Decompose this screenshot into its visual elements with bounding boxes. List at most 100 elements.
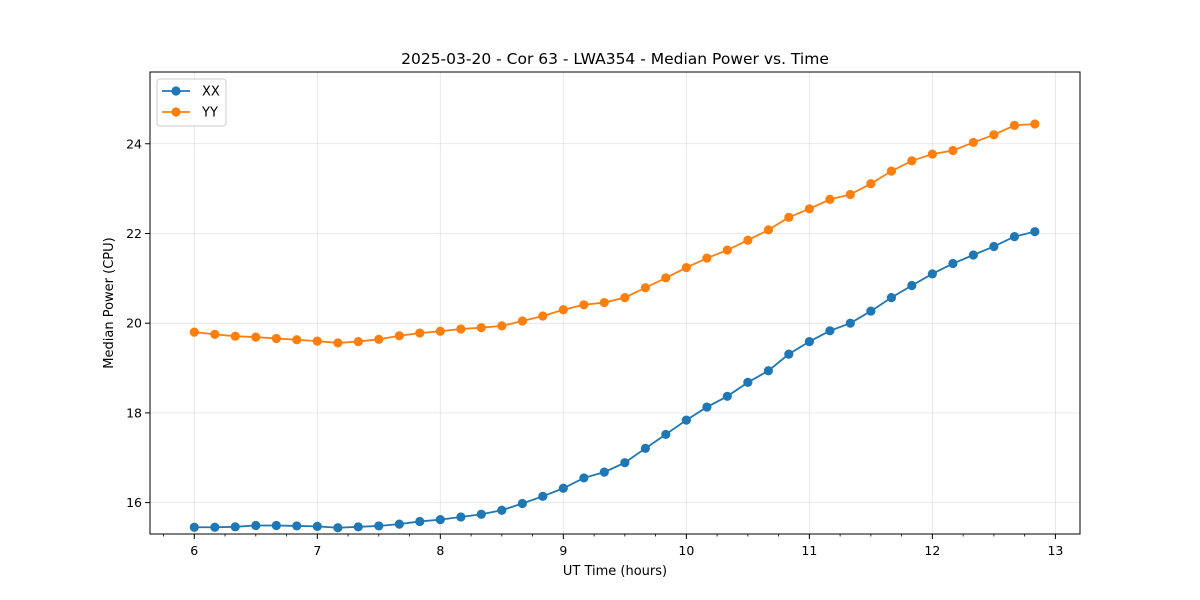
data-point-xx bbox=[415, 516, 425, 527]
data-point-yy bbox=[989, 130, 999, 140]
data-point-xx bbox=[948, 258, 958, 269]
data-point-xx bbox=[1009, 232, 1020, 242]
x-tick-label: 7 bbox=[313, 543, 321, 558]
data-point-xx bbox=[989, 241, 999, 252]
data-point-yy bbox=[702, 253, 712, 263]
data-point-xx bbox=[558, 483, 568, 493]
legend-label-yy: YY bbox=[201, 106, 218, 121]
data-point-xx bbox=[230, 522, 240, 532]
axes: 6 7 8 9 10 11 12 13 16 18 20 22 24 bbox=[126, 136, 1063, 558]
data-point-yy bbox=[1009, 120, 1020, 130]
data-point-xx bbox=[579, 473, 589, 483]
data-point-yy bbox=[251, 332, 261, 342]
y-tick-label: 24 bbox=[126, 136, 142, 151]
data-point-xx bbox=[292, 521, 302, 531]
data-point-yy bbox=[722, 245, 732, 255]
series-line-xx bbox=[194, 230, 1036, 529]
data-point-xx bbox=[845, 318, 855, 328]
legend-marker-yy bbox=[171, 107, 181, 117]
data-point-yy bbox=[312, 336, 322, 346]
data-point-xx bbox=[784, 349, 794, 359]
data-point-yy bbox=[189, 327, 199, 337]
x-tick-label: 13 bbox=[1047, 543, 1063, 558]
data-point-xx bbox=[538, 491, 548, 501]
data-point-xx bbox=[661, 429, 671, 440]
data-point-xx bbox=[251, 520, 261, 531]
data-point-xx bbox=[435, 515, 445, 525]
data-point-yy bbox=[517, 316, 527, 326]
data-point-xx bbox=[907, 280, 917, 291]
data-point-yy bbox=[210, 329, 220, 339]
data-point-xx bbox=[681, 415, 691, 425]
x-tick-label: 12 bbox=[924, 543, 940, 558]
data-point-yy bbox=[763, 225, 774, 235]
data-point-yy bbox=[640, 283, 650, 293]
grid-lines bbox=[150, 72, 1080, 534]
data-point-yy bbox=[579, 300, 589, 310]
data-point-xx bbox=[743, 377, 753, 387]
data-point-xx bbox=[1030, 227, 1040, 237]
data-point-xx bbox=[722, 391, 732, 401]
data-point-xx bbox=[825, 326, 835, 336]
data-point-yy bbox=[620, 293, 630, 303]
data-series bbox=[189, 119, 1040, 533]
data-point-xx bbox=[702, 402, 712, 412]
data-point-xx bbox=[333, 523, 343, 533]
data-point-yy bbox=[497, 321, 507, 331]
x-tick-label: 6 bbox=[190, 543, 198, 558]
data-point-xx bbox=[886, 293, 897, 303]
data-point-yy bbox=[927, 149, 937, 159]
legend: XX YY bbox=[156, 78, 227, 127]
data-point-yy bbox=[456, 324, 466, 334]
y-axis-label: Median Power (CPU) bbox=[102, 237, 117, 368]
data-point-yy bbox=[681, 262, 691, 273]
data-point-xx bbox=[866, 306, 876, 316]
x-tick-label: 11 bbox=[801, 543, 817, 558]
data-point-yy bbox=[353, 336, 363, 347]
data-point-yy bbox=[825, 194, 835, 204]
y-tick-label: 20 bbox=[126, 316, 142, 331]
x-tick-label: 10 bbox=[678, 543, 694, 558]
data-point-yy bbox=[538, 311, 548, 321]
data-point-yy bbox=[333, 338, 343, 348]
data-point-yy bbox=[907, 156, 917, 166]
data-point-yy bbox=[435, 326, 445, 336]
data-point-yy bbox=[661, 273, 671, 283]
y-tick-label: 22 bbox=[126, 226, 142, 241]
legend-marker-xx bbox=[171, 86, 181, 96]
data-point-yy bbox=[230, 331, 240, 341]
data-point-yy bbox=[804, 204, 814, 214]
data-point-yy bbox=[394, 331, 404, 341]
data-point-xx bbox=[374, 521, 384, 531]
data-point-xx bbox=[394, 519, 404, 529]
data-point-yy bbox=[845, 189, 855, 200]
data-point-yy bbox=[599, 297, 609, 308]
data-point-xx bbox=[620, 458, 630, 468]
y-tick-label: 16 bbox=[126, 495, 142, 510]
x-tick-label: 8 bbox=[436, 543, 444, 558]
x-axis-label: UT Time (hours) bbox=[563, 564, 667, 579]
data-point-yy bbox=[886, 166, 897, 176]
data-point-yy bbox=[374, 334, 384, 344]
data-point-yy bbox=[476, 323, 486, 333]
data-point-xx bbox=[927, 269, 937, 279]
y-tick-label: 18 bbox=[126, 405, 142, 420]
data-point-yy bbox=[968, 137, 978, 148]
data-point-yy bbox=[292, 335, 302, 345]
data-point-xx bbox=[476, 509, 486, 519]
data-point-xx bbox=[599, 467, 609, 477]
data-point-xx bbox=[189, 522, 199, 532]
data-point-xx bbox=[456, 512, 466, 522]
data-point-xx bbox=[497, 505, 507, 515]
data-point-xx bbox=[353, 522, 363, 532]
data-point-xx bbox=[640, 443, 650, 453]
data-point-xx bbox=[763, 366, 774, 376]
data-point-xx bbox=[968, 250, 978, 260]
data-point-yy bbox=[743, 235, 753, 245]
data-point-yy bbox=[866, 179, 876, 189]
data-point-xx bbox=[517, 498, 527, 509]
data-point-yy bbox=[784, 212, 794, 222]
data-point-yy bbox=[558, 305, 568, 315]
x-tick-label: 9 bbox=[559, 543, 567, 558]
